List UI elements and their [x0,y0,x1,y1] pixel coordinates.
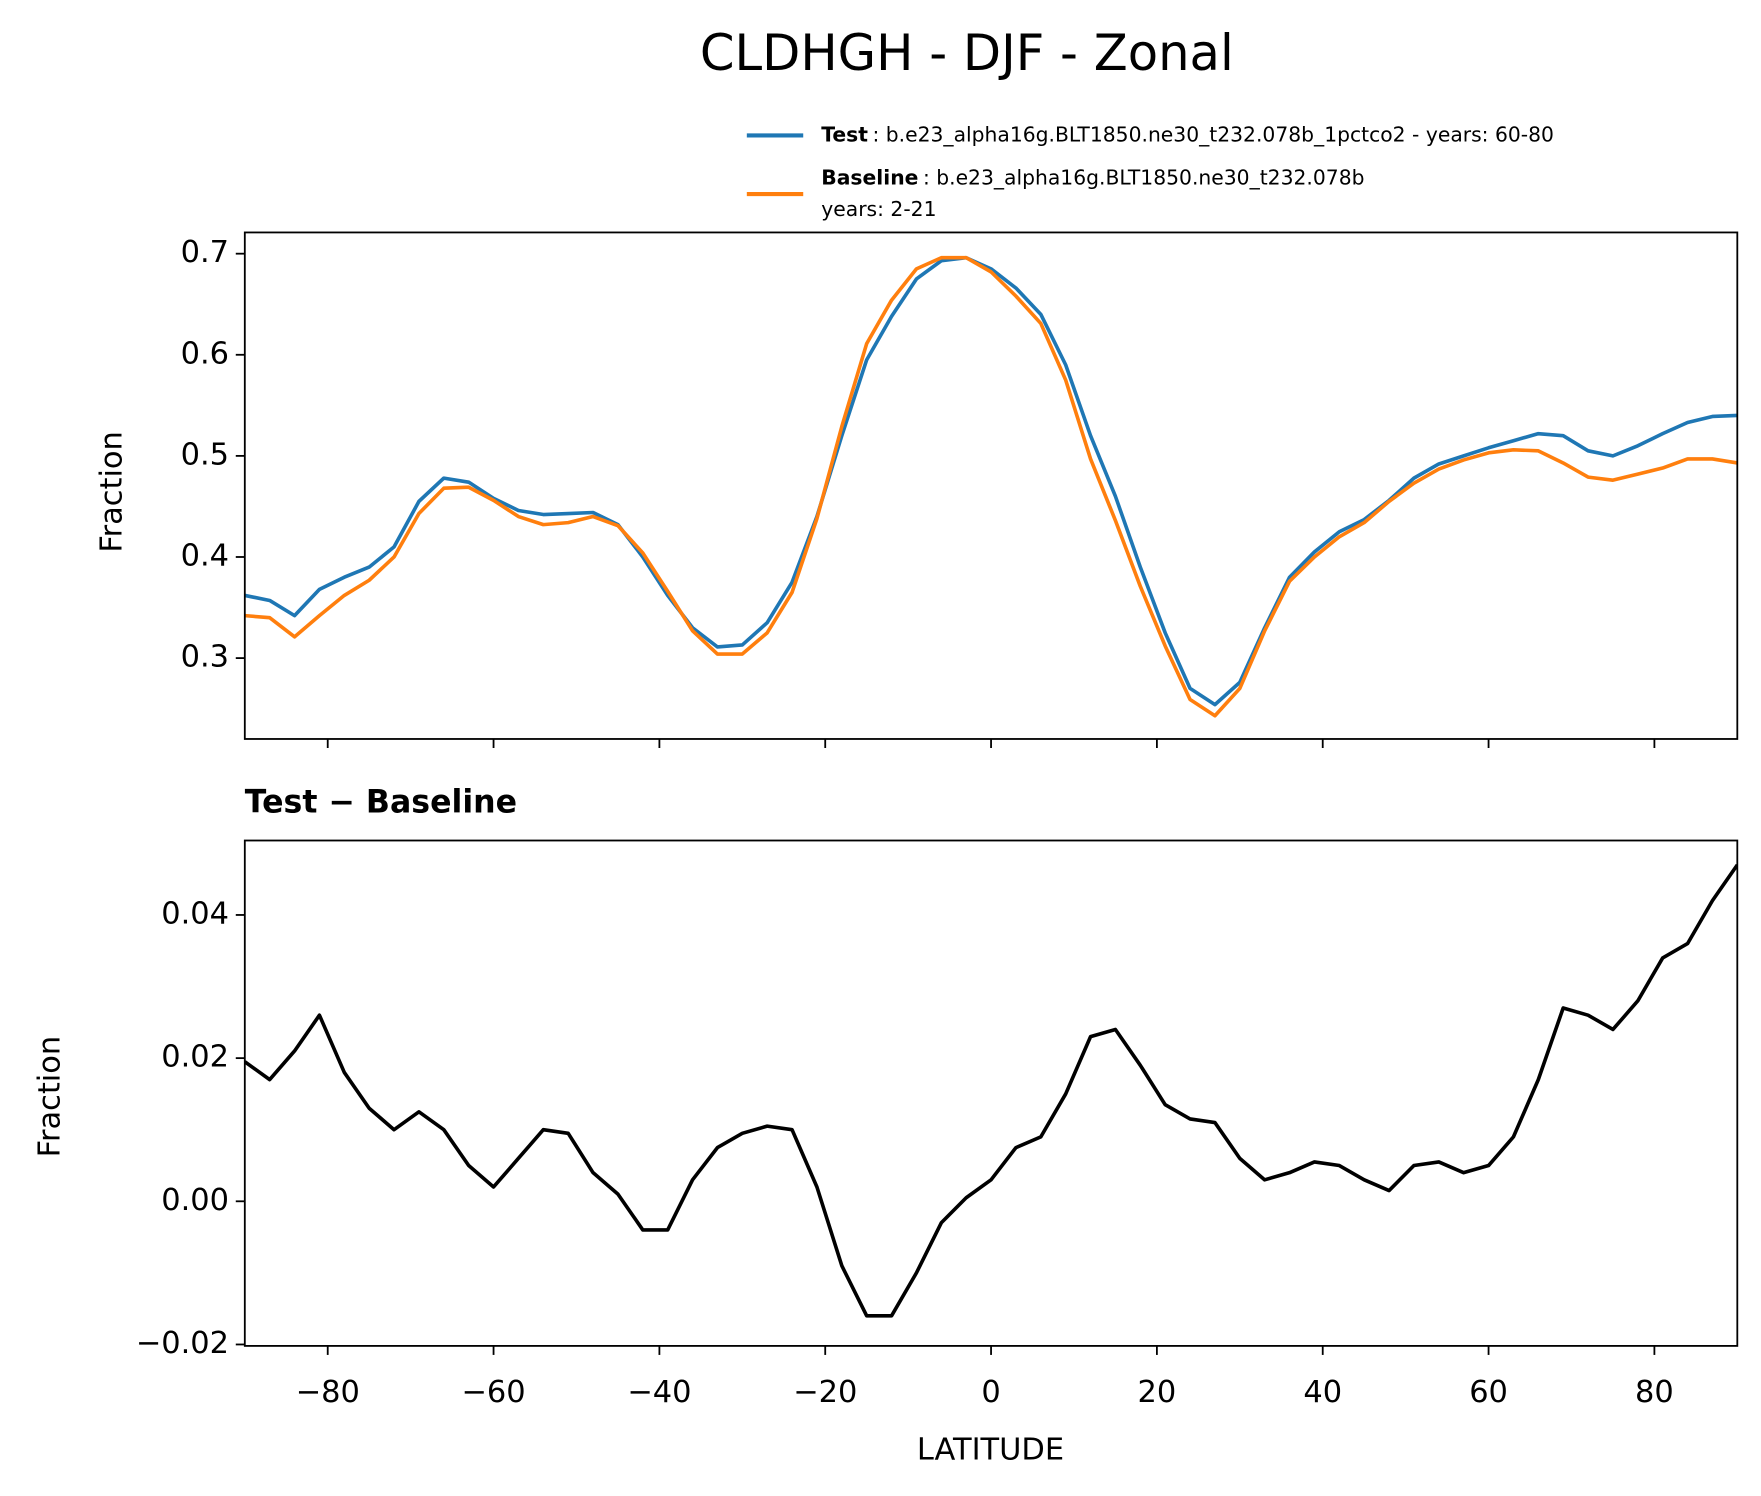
x-tick-label: 80 [1635,1375,1674,1410]
y-tick-label: 0.4 [181,538,229,573]
x-tick-label: 40 [1303,1375,1342,1410]
legend-label: years: 2-21 [821,197,936,221]
y-tick-label: −0.02 [136,1326,229,1361]
x-tick-label: −40 [627,1375,691,1410]
x-tick-label: 0 [981,1375,1000,1410]
data-line [244,255,1738,718]
axes-frame [243,231,1739,740]
y-tick-label: 0.02 [161,1040,229,1075]
legend-name: Test [821,122,868,146]
x-tick-label: 20 [1138,1375,1177,1410]
x-axis-label: LATITUDE [917,1432,1064,1467]
y-tick-label: 0.6 [181,336,229,371]
y-tick-label: 0.5 [181,437,229,472]
x-tick-label: 60 [1469,1375,1508,1410]
y-tick-label: 0.7 [181,235,229,270]
legend-label: Baseline: b.e23_alpha16g.BLT1850.ne30_t2… [821,165,1364,190]
y-axis-label: Fraction [94,431,129,553]
legend-description: : b.e23_alpha16g.BLT1850.ne30_t232.078b [923,165,1365,190]
axes-frame [243,839,1739,1347]
y-axis-label: Fraction [32,1036,67,1158]
y-tick-label: 0.00 [161,1183,229,1218]
x-tick-label: −80 [296,1375,360,1410]
y-tick-label: 0.04 [161,896,229,931]
legend-description: : b.e23_alpha16g.BLT1850.ne30_t232.078b_… [872,122,1553,147]
x-tick-label: −60 [461,1375,525,1410]
data-line [244,863,1738,1318]
legend-label: Test: b.e23_alpha16g.BLT1850.ne30_t232.0… [821,122,1554,147]
x-tick-label: −20 [793,1375,857,1410]
y-tick-label: 0.3 [181,640,229,675]
chart-title: CLDHGH - DJF - Zonal [700,24,1234,82]
subplot-title: Test − Baseline [245,784,517,820]
legend-name: Baseline [821,165,918,189]
